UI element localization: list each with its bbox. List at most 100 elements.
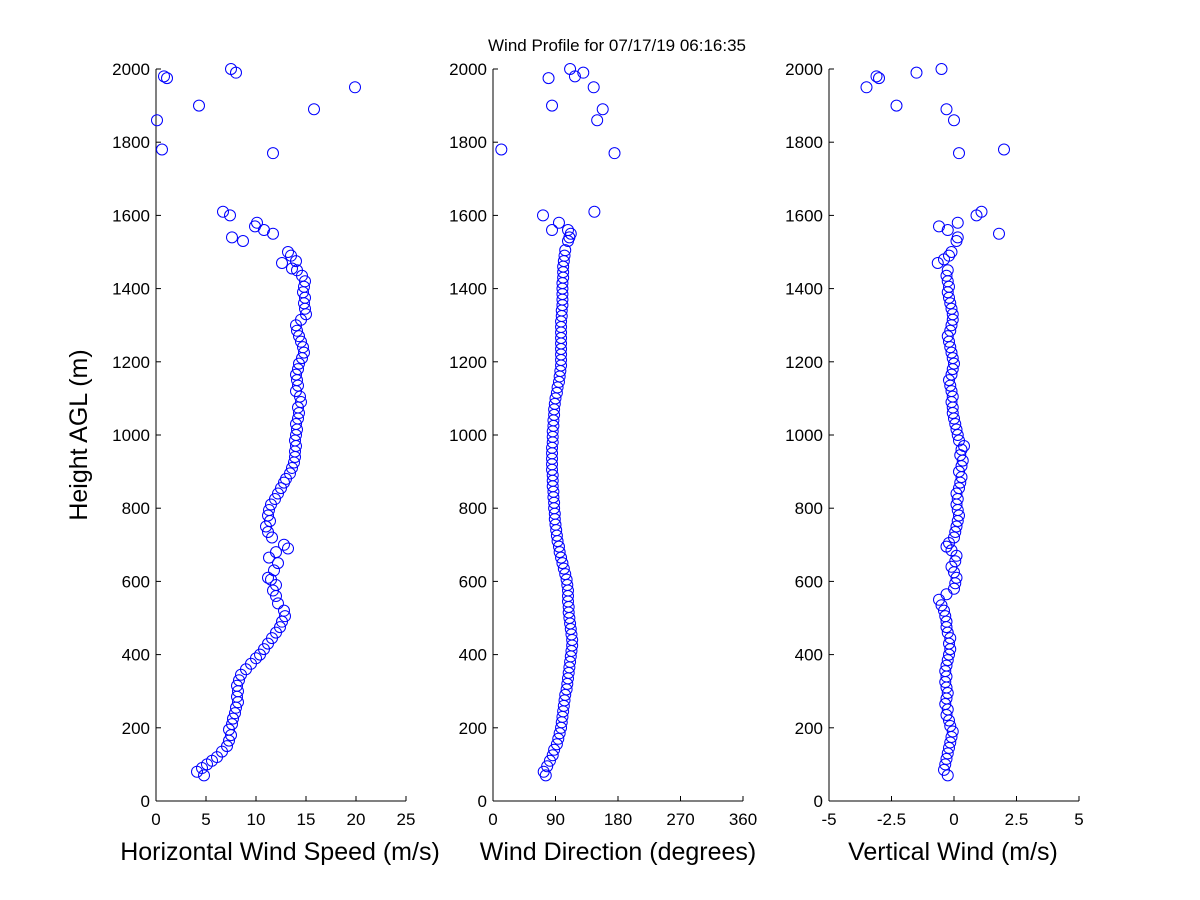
data-point bbox=[953, 482, 965, 495]
y-tick-label: 1200 bbox=[785, 353, 823, 372]
data-point bbox=[223, 723, 235, 736]
data-point bbox=[948, 531, 960, 544]
y-tick-label: 1200 bbox=[112, 353, 150, 372]
data-point bbox=[299, 275, 311, 288]
horizontal-wind-speed-x-label: Horizontal Wind Speed (m/s) bbox=[120, 838, 440, 866]
x-tick-label: 20 bbox=[347, 810, 366, 829]
data-point bbox=[237, 235, 249, 248]
data-point bbox=[559, 244, 572, 257]
data-point bbox=[278, 538, 290, 551]
data-point bbox=[935, 63, 948, 75]
data-point bbox=[948, 114, 960, 127]
data-point bbox=[217, 205, 229, 218]
y-tick-label: 800 bbox=[459, 499, 487, 518]
x-tick-label: 270 bbox=[666, 810, 694, 829]
data-point bbox=[945, 302, 958, 315]
data-point bbox=[949, 555, 962, 568]
data-point bbox=[945, 246, 958, 258]
vertical-wind-x-label: Vertical Wind (m/s) bbox=[848, 838, 1058, 866]
data-point bbox=[290, 418, 302, 431]
data-point bbox=[951, 429, 964, 441]
data-point bbox=[949, 525, 962, 538]
figure-title: Wind Profile for 07/17/19 06:16:35 bbox=[488, 36, 746, 55]
data-point bbox=[587, 81, 600, 94]
data-point bbox=[542, 72, 555, 85]
data-point bbox=[946, 352, 959, 365]
data-point bbox=[940, 103, 953, 116]
data-point bbox=[286, 461, 298, 474]
data-point bbox=[156, 143, 168, 156]
x-tick-label: 180 bbox=[604, 810, 632, 829]
x-tick-label: 5 bbox=[1074, 810, 1083, 829]
data-point bbox=[588, 205, 601, 218]
data-point bbox=[286, 262, 298, 275]
data-point bbox=[940, 269, 953, 282]
y-tick-label: 600 bbox=[122, 572, 150, 591]
data-point bbox=[552, 216, 565, 229]
data-point bbox=[537, 209, 549, 222]
data-point bbox=[225, 63, 237, 75]
data-point bbox=[940, 752, 953, 765]
data-point bbox=[890, 99, 903, 112]
y-tick-label: 1200 bbox=[449, 353, 487, 372]
x-tick-label: 360 bbox=[729, 810, 757, 829]
data-point bbox=[151, 114, 163, 127]
data-point bbox=[221, 740, 233, 753]
data-point bbox=[943, 741, 955, 754]
data-point bbox=[998, 143, 1010, 156]
data-point bbox=[546, 99, 559, 112]
data-point bbox=[543, 754, 556, 767]
data-point bbox=[950, 423, 963, 436]
x-tick-label: 0 bbox=[151, 810, 160, 829]
data-point bbox=[224, 209, 236, 222]
data-point bbox=[263, 504, 275, 517]
data-point bbox=[269, 493, 281, 506]
data-point bbox=[939, 665, 952, 678]
data-point bbox=[873, 72, 885, 85]
data-point bbox=[938, 763, 950, 776]
y-tick-label: 0 bbox=[478, 792, 487, 811]
data-point bbox=[262, 571, 274, 584]
x-tick-label: 15 bbox=[297, 810, 316, 829]
data-point bbox=[945, 385, 958, 398]
data-point bbox=[558, 249, 571, 262]
data-point bbox=[293, 357, 305, 370]
data-point bbox=[297, 341, 309, 354]
data-point bbox=[577, 66, 590, 79]
data-point bbox=[943, 280, 955, 293]
data-point bbox=[953, 147, 965, 160]
data-point bbox=[284, 467, 296, 480]
x-tick-label: 25 bbox=[397, 810, 416, 829]
x-tick-label: -5 bbox=[821, 810, 836, 829]
data-point bbox=[941, 747, 954, 760]
data-point bbox=[950, 487, 963, 500]
data-point bbox=[546, 749, 559, 762]
data-point bbox=[940, 659, 953, 672]
data-point bbox=[944, 324, 957, 337]
data-point bbox=[282, 542, 294, 555]
data-point bbox=[158, 70, 170, 83]
data-point bbox=[272, 597, 284, 610]
y-tick-label: 1600 bbox=[449, 206, 487, 225]
data-point bbox=[233, 674, 245, 687]
data-point bbox=[939, 758, 952, 771]
data-point bbox=[559, 568, 572, 581]
horizontal-wind-speed-panel: 0 200 400 600 800 1000 1200 1400 1600 1800 2000 0 5 1… bbox=[112, 60, 415, 829]
y-tick-label: 0 bbox=[141, 792, 150, 811]
y-tick-label: 800 bbox=[122, 499, 150, 518]
data-point bbox=[226, 718, 238, 731]
data-point bbox=[935, 599, 948, 612]
y-tick-label: 400 bbox=[459, 646, 487, 665]
data-point bbox=[265, 573, 277, 586]
x-tick-label: 0 bbox=[949, 810, 958, 829]
y-tick-label: 600 bbox=[795, 572, 823, 591]
data-point bbox=[944, 297, 957, 310]
data-point bbox=[948, 582, 960, 595]
data-point bbox=[943, 374, 955, 387]
data-point bbox=[275, 482, 287, 495]
data-point bbox=[943, 249, 955, 262]
y-tick-label: 200 bbox=[459, 719, 487, 738]
x-tick-label: 10 bbox=[247, 810, 266, 829]
data-point bbox=[931, 256, 944, 269]
data-point bbox=[941, 330, 954, 343]
